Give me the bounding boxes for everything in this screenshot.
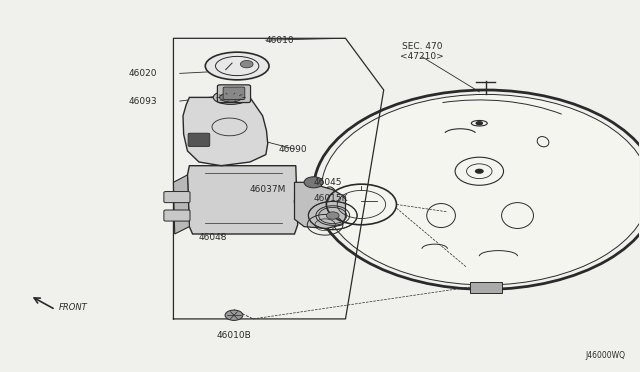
Text: 46048: 46048 [199,233,227,242]
FancyBboxPatch shape [470,282,502,293]
Ellipse shape [205,52,269,80]
Text: 46010B: 46010B [216,331,252,340]
FancyBboxPatch shape [164,192,190,203]
FancyBboxPatch shape [218,85,250,103]
Text: 46090: 46090 [278,145,307,154]
Polygon shape [294,182,346,228]
FancyBboxPatch shape [188,133,210,147]
Text: 46015K: 46015K [314,195,348,203]
Polygon shape [173,175,189,234]
Text: J46000WQ: J46000WQ [586,351,626,360]
Circle shape [322,95,640,285]
Circle shape [326,212,339,219]
Text: 46010: 46010 [266,36,294,45]
Circle shape [475,169,484,174]
Polygon shape [183,97,268,166]
Ellipse shape [220,93,242,102]
Circle shape [476,121,483,125]
Ellipse shape [213,90,248,105]
Text: 46093: 46093 [129,97,157,106]
Circle shape [225,310,243,320]
Circle shape [241,61,253,68]
Circle shape [304,177,323,188]
Text: 46037M: 46037M [250,185,286,194]
Text: SEC. 470
<47210>: SEC. 470 <47210> [400,42,444,61]
Polygon shape [188,166,298,234]
Text: 46045: 46045 [314,178,342,187]
Text: 46020: 46020 [129,69,157,78]
FancyBboxPatch shape [223,87,245,100]
FancyBboxPatch shape [164,210,190,221]
Text: FRONT: FRONT [59,303,88,312]
